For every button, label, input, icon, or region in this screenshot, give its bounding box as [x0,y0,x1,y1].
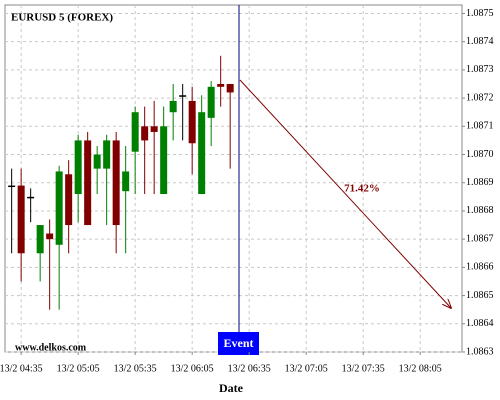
candle-body [65,174,73,226]
y-tick-label: 1.0875 [466,8,494,19]
y-tick-label: 1.0871 [466,121,494,132]
event-label: Event [224,336,254,350]
y-tick-label: 1.0867 [466,233,494,244]
candle-body [226,83,234,93]
grid [5,5,462,353]
x-tick-label: 13/2 06:05 [171,363,214,374]
x-tick-label: 13/2 04:35 [0,363,43,374]
candle-body [169,100,177,113]
plot-frame [4,4,463,353]
candle-body [179,95,187,97]
candle-body [84,140,92,226]
source: www.delkos.com [15,342,87,353]
candle-body [207,86,215,118]
x-tick-label: 13/2 05:35 [114,363,157,374]
x-tick-label: 13/2 07:35 [342,363,385,374]
chart-title: EURUSD 5 (FOREX) [11,12,113,24]
y-tick-label: 1.0863 [466,346,494,357]
candle-body [150,126,158,132]
candle-body [188,100,196,144]
candle-body [122,171,130,192]
candle-body [8,185,16,188]
candle-body [17,185,25,254]
y-tick-label: 1.0864 [466,318,494,329]
candle-body [36,225,44,254]
candles [8,55,234,310]
y-tick-label: 1.0870 [466,149,494,160]
x-tick-label: 13/2 05:05 [57,363,100,374]
forecast-arrow [239,79,451,308]
candle-body [74,140,82,195]
y-tick-label: 1.0865 [466,290,494,301]
candle-body [27,196,35,199]
candle-body [112,140,120,226]
x-axis-label: Date [219,381,244,395]
y-tick-label: 1.0866 [466,262,494,273]
candle-body [217,83,225,87]
candle-body [46,233,54,240]
candle-body [141,126,149,141]
y-tick-label: 1.0872 [466,92,494,103]
candle-body [160,126,168,195]
y-tick-label: 1.0873 [466,64,494,75]
candle-body [198,112,206,195]
x-tick-label: 13/2 07:05 [285,363,328,374]
y-tick-label: 1.0874 [466,36,494,47]
annotation: 71.42% [344,183,380,195]
x-tick-label: 13/2 06:35 [228,363,271,374]
y-tick-label: 1.0868 [466,205,494,216]
candle-body [55,171,63,245]
candle-body [93,154,101,169]
candle-body [103,140,111,169]
x-tick-label: 13/2 08:05 [399,363,442,374]
y-tick-label: 1.0869 [466,177,494,188]
candle-body [131,112,139,152]
event-box [218,332,259,355]
